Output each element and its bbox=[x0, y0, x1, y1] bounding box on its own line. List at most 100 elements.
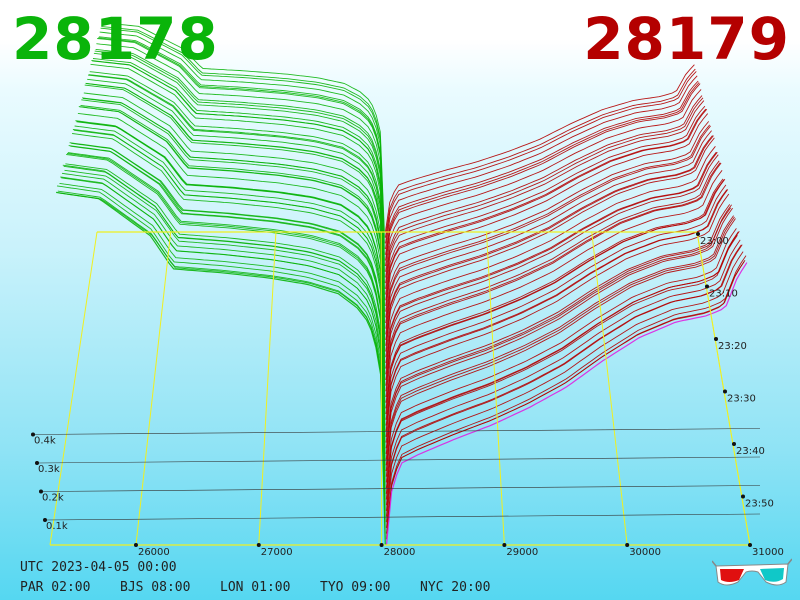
bid-depth-line bbox=[98, 37, 385, 261]
ask-depth-line bbox=[385, 216, 735, 472]
y-grid-line bbox=[32, 428, 761, 435]
bid-depth-line bbox=[76, 121, 386, 409]
grid-line bbox=[696, 231, 751, 546]
time-tick-label: 23:50 bbox=[745, 499, 774, 510]
ask-depth-line bbox=[385, 162, 721, 386]
3d-glasses-icon[interactable] bbox=[712, 558, 792, 590]
bid-depth-line bbox=[95, 48, 385, 278]
ask-depth-line bbox=[385, 151, 718, 369]
ask-depth-line bbox=[385, 244, 742, 511]
ask-depth-line bbox=[384, 64, 695, 233]
time-tick-marker bbox=[732, 442, 736, 446]
ask-depth-line bbox=[385, 108, 707, 301]
bid-depth-line bbox=[92, 58, 385, 295]
grid-line bbox=[485, 231, 505, 546]
timezone-bjs: BJS 08:00 bbox=[120, 580, 191, 595]
ask-depth-line bbox=[385, 204, 732, 454]
ask-depth-line bbox=[384, 68, 696, 238]
bid-depth-line bbox=[88, 74, 386, 324]
ask-depth-line bbox=[385, 204, 731, 443]
x-tick-marker bbox=[502, 543, 507, 547]
ask-depth-line bbox=[385, 193, 730, 437]
bid-depth-line bbox=[70, 145, 386, 449]
y-tick-marker bbox=[31, 432, 35, 437]
x-tick-label: 28000 bbox=[384, 547, 416, 558]
grid-line bbox=[258, 231, 277, 546]
y-tick-label: 0.3k bbox=[38, 464, 60, 475]
bid-depth-line bbox=[96, 43, 385, 272]
bid-depth-line bbox=[71, 142, 386, 443]
y-grid-line bbox=[44, 513, 761, 521]
ask-depth-line bbox=[386, 260, 746, 534]
y-tick-marker bbox=[35, 461, 39, 465]
timezone-par: PAR 02:00 bbox=[20, 580, 91, 595]
time-tick-label: 23:30 bbox=[727, 394, 756, 405]
bid-depth-line bbox=[64, 169, 386, 489]
ask-depth-line bbox=[385, 215, 734, 466]
ask-depth-line bbox=[385, 125, 711, 329]
ask-depth-line bbox=[385, 135, 714, 346]
ask-depth-line bbox=[385, 108, 708, 307]
bid-depth-line bbox=[58, 192, 386, 528]
ask-depth-line bbox=[385, 146, 716, 358]
ask-depth-line bbox=[385, 207, 732, 449]
time-tick-label: 23:20 bbox=[718, 341, 747, 352]
bid-depth-line bbox=[84, 84, 386, 352]
ask-depth-line bbox=[385, 89, 702, 272]
bid-depth-line bbox=[57, 190, 386, 534]
x-tick-label: 30000 bbox=[629, 547, 661, 558]
bid-depth-line bbox=[94, 50, 385, 284]
ask-depth-line bbox=[385, 82, 700, 261]
y-tick-marker bbox=[39, 489, 43, 494]
bid-depth-line bbox=[65, 163, 386, 483]
bid-depth-line bbox=[87, 78, 386, 335]
ask-depth-line bbox=[385, 235, 738, 489]
ask-depth-line bbox=[385, 71, 697, 244]
ask-price: 28179 bbox=[583, 5, 790, 73]
x-tick-label: 27000 bbox=[261, 547, 293, 558]
bid-depth-line bbox=[56, 185, 386, 540]
bid-depth-line bbox=[62, 164, 386, 500]
bid-depth-line bbox=[102, 22, 385, 233]
ask-depth-line bbox=[385, 178, 724, 403]
ask-depth-line bbox=[385, 189, 729, 432]
bid-depth-line bbox=[80, 104, 386, 381]
x-tick-marker bbox=[748, 543, 752, 547]
ask-depth-line bbox=[385, 262, 748, 546]
time-tick-label: 23:00 bbox=[700, 236, 729, 247]
bid-depth-line bbox=[73, 129, 386, 426]
x-tick-label: 29000 bbox=[506, 547, 538, 558]
bid-depth-line bbox=[79, 106, 386, 386]
y-tick-label: 0.2k bbox=[42, 493, 64, 504]
ask-depth-line bbox=[385, 251, 744, 523]
bid-depth-line bbox=[67, 152, 386, 466]
ask-depth-line bbox=[385, 113, 709, 312]
utc-time: UTC 2023-04-05 00:00 bbox=[20, 560, 177, 575]
ask-depth-line bbox=[385, 162, 722, 392]
bid-depth-line bbox=[81, 99, 386, 375]
bid-depth-line bbox=[100, 27, 385, 244]
timezone-nyc: NYC 20:00 bbox=[420, 580, 491, 595]
bid-depth-line bbox=[66, 152, 386, 472]
bid-depth-line bbox=[101, 26, 385, 238]
ask-depth-line bbox=[385, 207, 733, 460]
time-tick-marker bbox=[723, 389, 727, 394]
ask-depth-line bbox=[385, 170, 723, 398]
ask-depth-line bbox=[385, 178, 726, 415]
bid-depth-line bbox=[68, 145, 386, 460]
bid-depth-line bbox=[66, 154, 386, 477]
bid-depth-line bbox=[77, 112, 386, 398]
bid-depth-line bbox=[82, 97, 386, 369]
bid-depth-line bbox=[69, 142, 386, 454]
ask-depth-line bbox=[385, 97, 704, 284]
ask-depth-line bbox=[385, 160, 720, 381]
bid-depth-line bbox=[72, 128, 386, 432]
y-tick-marker bbox=[43, 518, 47, 522]
bid-depth-line bbox=[56, 191, 386, 546]
x-tick-label: 26000 bbox=[138, 547, 170, 558]
ask-depth-line bbox=[385, 95, 703, 278]
bid-depth-line bbox=[86, 83, 386, 341]
time-tick-marker bbox=[741, 494, 745, 499]
ask-depth-line bbox=[386, 255, 747, 540]
